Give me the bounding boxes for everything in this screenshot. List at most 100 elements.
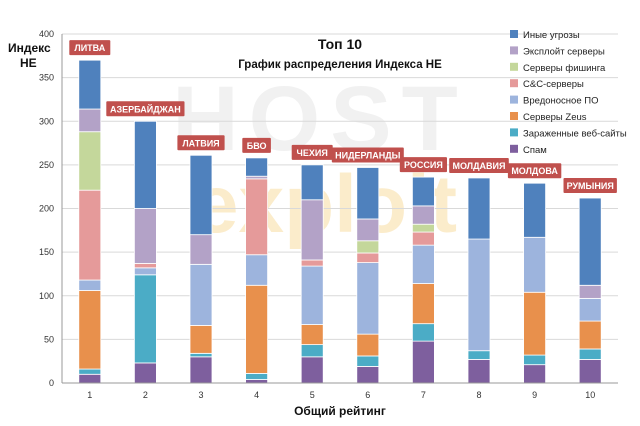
country-label-bg <box>291 144 333 160</box>
bar-segment <box>578 359 602 384</box>
bar-segment <box>578 197 602 286</box>
x-tick-label: 10 <box>585 390 595 400</box>
country-label: РОССИЯ <box>399 157 447 173</box>
bar-segment <box>300 199 324 261</box>
bar-segment <box>411 176 435 207</box>
bar-segment <box>356 262 380 335</box>
bar-segment <box>467 238 491 352</box>
bar-segment <box>189 352 213 358</box>
bar-segment <box>356 167 380 220</box>
y-tick-label: 100 <box>39 291 54 301</box>
bar-segment <box>578 284 602 299</box>
y-tick-label: 150 <box>39 247 54 257</box>
bar-segment <box>356 355 380 367</box>
legend-item: Эксплойт серверы <box>510 46 605 57</box>
x-tick-label: 3 <box>198 390 203 400</box>
bar-segment <box>523 291 546 356</box>
bar-segment <box>133 274 157 364</box>
bar-segment <box>356 366 380 384</box>
bar-segment <box>245 373 269 380</box>
country-label-bg <box>106 101 185 117</box>
legend-swatch <box>510 30 518 38</box>
bar-segment <box>133 267 157 276</box>
country-label-text: АЗЕРБАЙДЖАН <box>110 103 181 114</box>
y-axis-ticks: 0 50 100 150 200 250 300 350 400 <box>39 29 54 388</box>
legend-swatch <box>510 62 518 71</box>
bar-segment <box>300 265 324 325</box>
legend-label: Иные угрозы <box>523 30 580 41</box>
country-label-bg <box>242 137 271 153</box>
x-axis-title: Общий рейтинг <box>294 404 386 418</box>
country-label: ЛИТВА <box>69 40 111 56</box>
chart-subtitle: График распределения Индекса НЕ <box>238 59 442 71</box>
legend-label: Серверы фишинга <box>523 63 606 74</box>
country-label-text: МОЛДОВА <box>511 166 558 176</box>
bar-segment <box>78 290 102 370</box>
legend: Иные угрозы Эксплойт серверы Серверы фишин… <box>510 30 627 156</box>
bar-segment <box>411 244 435 284</box>
x-axis-ticks: 1 2 3 4 5 6 7 8 9 10 <box>87 390 595 400</box>
bar-segment <box>578 297 602 322</box>
legend-swatch <box>510 79 518 88</box>
bar-segment <box>411 283 435 325</box>
country-label-text: БВО <box>247 141 267 151</box>
legend-item: Серверы Zeus <box>510 112 587 123</box>
country-label: ЛАТВИЯ <box>177 135 225 151</box>
country-label: НИДЕРЛАНДЫ <box>331 147 404 163</box>
country-label: МОЛДАВИЯ <box>449 157 509 173</box>
legend-swatch <box>510 112 518 120</box>
bar-segment <box>578 320 602 350</box>
y-axis-title-line1: Индекс <box>8 41 51 55</box>
bar-segment <box>300 164 324 201</box>
bar-segment <box>467 177 491 240</box>
bar-segment <box>411 205 435 225</box>
bar-segment <box>189 234 213 265</box>
country-label-text: РУМЫНИЯ <box>567 181 614 191</box>
bar-segment <box>78 279 102 291</box>
legend-label: Спам <box>523 145 547 156</box>
y-tick-label: 350 <box>39 73 54 83</box>
legend-label: Серверы Zeus <box>523 112 587 123</box>
legend-item: Вредоносное ПО <box>510 95 598 107</box>
country-labels: ЛИТВА АЗЕРБАЙДЖАН ЛАТВИЯ БВО ЧЕХИЯ НИДЕРЛАНДЫ… <box>69 40 617 194</box>
y-axis-title-line2: НЕ <box>20 56 37 70</box>
legend-swatch <box>510 144 518 153</box>
country-label: БВО <box>242 137 271 153</box>
bar-segment <box>356 218 380 242</box>
country-label: ЧЕХИЯ <box>291 144 333 160</box>
bar-segment <box>523 182 546 238</box>
legend-swatch <box>510 95 518 104</box>
x-tick-label: 2 <box>143 390 148 400</box>
legend-swatch <box>510 128 518 137</box>
legend-label: Эксплойт серверы <box>523 46 605 57</box>
bar-segment <box>467 350 491 360</box>
country-label-text: МОЛДАВИЯ <box>453 161 506 171</box>
bar-segment <box>189 325 213 354</box>
bar-segment <box>411 231 435 246</box>
chart-title: Топ 10 <box>318 36 362 52</box>
country-label: РУМЫНИЯ <box>563 178 617 194</box>
country-label-bg <box>69 40 111 56</box>
bar-segment <box>133 208 157 264</box>
bar-segment <box>523 364 546 384</box>
bar-segment <box>245 157 269 177</box>
y-tick-label: 250 <box>39 160 54 170</box>
bar-segment <box>300 259 324 267</box>
country-label-text: РОССИЯ <box>404 160 443 170</box>
country-label: МОЛДОВА <box>507 163 562 179</box>
bar-segment <box>245 379 269 384</box>
bar-segment <box>245 178 269 256</box>
x-tick-label: 5 <box>310 390 315 400</box>
bar-segment <box>189 356 213 384</box>
bar-segment <box>356 240 380 254</box>
bar-segment <box>133 263 157 269</box>
legend-item: C&C-серверы <box>510 79 584 90</box>
country-label-bg <box>331 147 404 163</box>
x-tick-label: 7 <box>421 390 426 400</box>
x-tick-label: 9 <box>532 390 537 400</box>
bar-segment <box>133 120 157 209</box>
bars-group <box>78 59 602 384</box>
legend-label: Вредоносное ПО <box>523 96 598 107</box>
bar-segment <box>189 263 213 326</box>
